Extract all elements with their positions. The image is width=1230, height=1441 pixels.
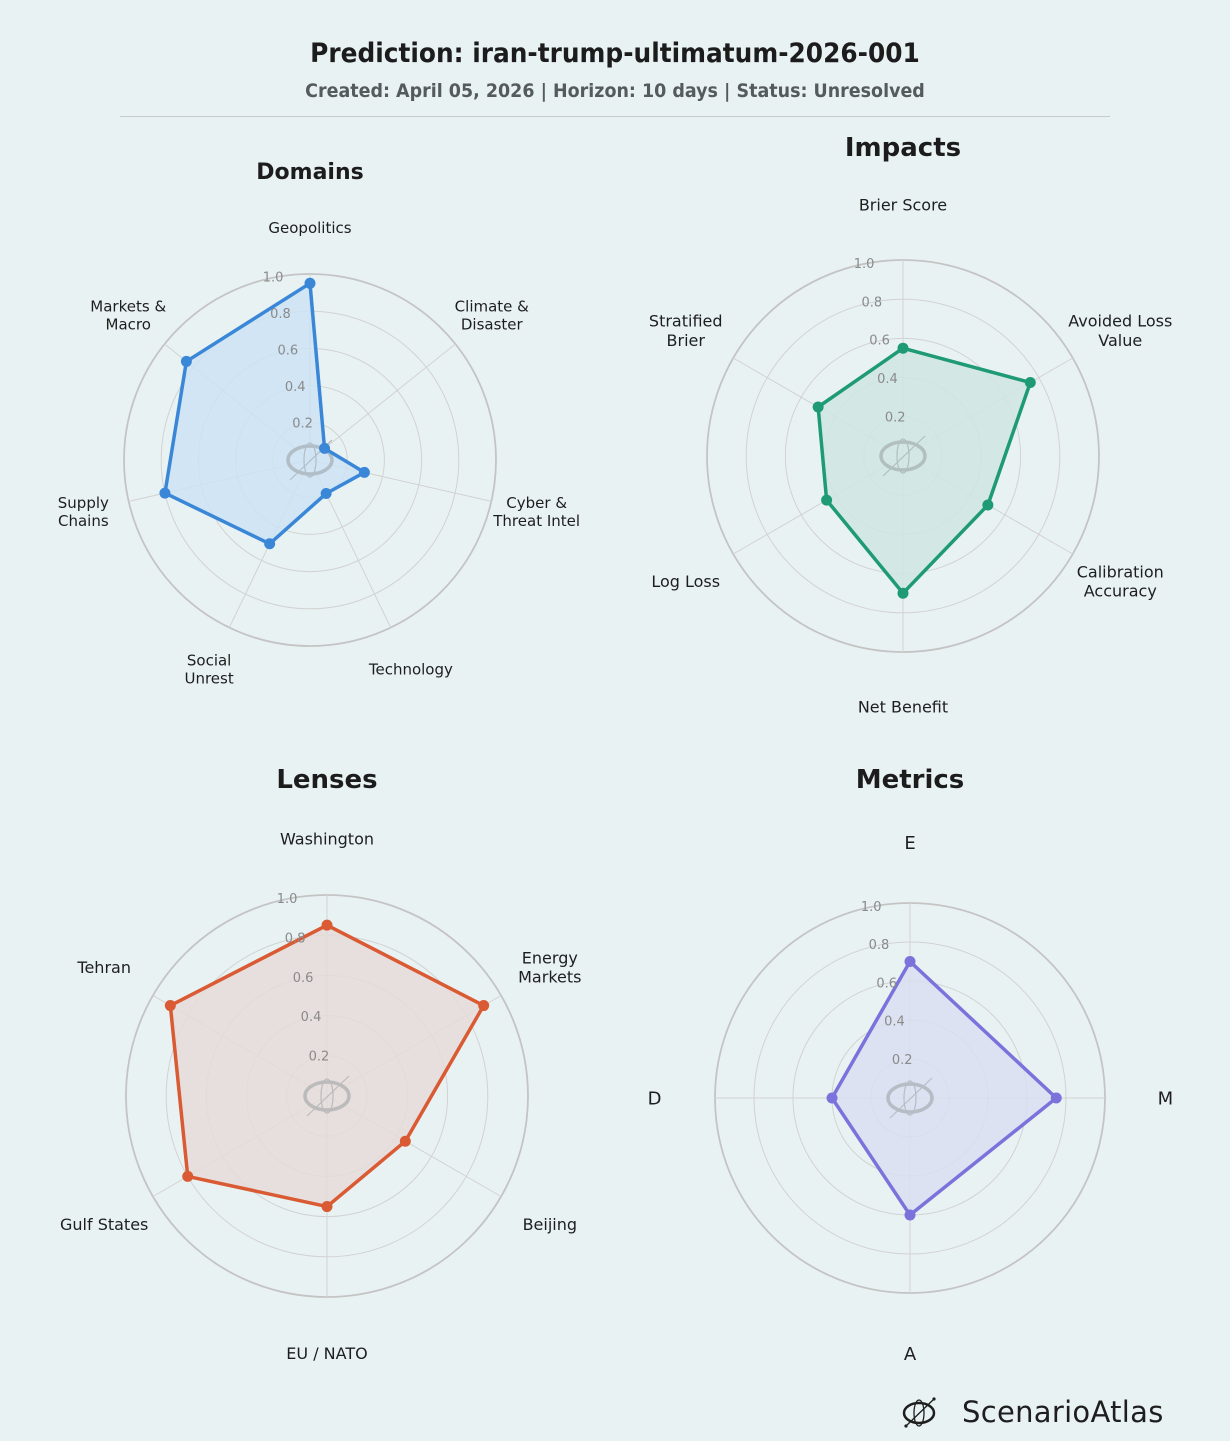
axis-spoke: [309, 343, 456, 461]
series-area: [818, 348, 1031, 594]
axis-label-geopolitics: Geopolitics: [268, 219, 351, 237]
data-point-tehran: [164, 1000, 176, 1012]
tick-label: 1.0: [854, 257, 875, 272]
radar-impacts: Impacts 0.2 0.4 0.6 0.8 1.0 Brier Score Avoided…: [649, 133, 1172, 716]
data-point-log-loss: [821, 494, 833, 506]
data-point-climate-disaster: [319, 442, 331, 454]
data-point-avoided-loss-value: [1024, 377, 1036, 388]
data-point-geopolitics: [304, 277, 316, 289]
tick-label: 1.0: [277, 892, 298, 907]
series-area: [832, 961, 1057, 1215]
axis-label-technology: Technology: [368, 661, 453, 679]
tick-label: 0.8: [862, 295, 883, 310]
radar-domains: Domains 0.2 0.4 0.6 0.8 1.0 Geopolitics Climate…: [58, 160, 580, 688]
tick-label: 0.2: [885, 411, 906, 426]
tick-label: 0.8: [270, 307, 291, 322]
axis-label-calibration-accuracy: Calibration Accuracy: [1077, 562, 1164, 600]
data-point-brier-score: [897, 342, 909, 354]
axis-label-beijing: Beijing: [523, 1215, 577, 1234]
data-point-e: [904, 956, 916, 967]
axis-label-avoided-loss-value: Avoided Loss Value: [1068, 312, 1172, 350]
axis-label-markets-macro: Markets & Macro: [90, 297, 166, 333]
series-line: [163, 281, 367, 546]
tick-label: 0.4: [285, 380, 306, 395]
tick-label: 1.0: [263, 271, 284, 286]
watermark-logo-icon: [286, 439, 334, 481]
watermark-logo-icon: [886, 1077, 934, 1119]
axis-label-supply-chains: Supply Chains: [58, 494, 109, 530]
data-point-eu-nato: [321, 1201, 333, 1213]
data-point-supply-chains: [159, 487, 171, 499]
data-point-washington: [321, 919, 333, 931]
data-point-net-benefit: [897, 587, 909, 599]
axis-label-eu-nato: EU / NATO: [286, 1344, 367, 1363]
axis-label-washington: Washington: [280, 829, 374, 848]
data-point-a: [904, 1209, 916, 1221]
data-point-gulf-states: [182, 1170, 194, 1182]
data-point-energy-markets: [478, 1000, 490, 1012]
axis-label-brier-score: Brier Score: [859, 196, 947, 215]
tick-label: 0.2: [292, 417, 313, 432]
tick-label: 0.4: [884, 1015, 905, 1030]
data-point-social-unrest: [264, 538, 276, 550]
data-point-cyber-threat-intel: [358, 466, 370, 478]
axis-label-d: D: [648, 1088, 662, 1109]
axis-label-log-loss: Log Loss: [651, 572, 720, 591]
axis-label-social-unrest: Social Unrest: [184, 652, 233, 688]
radar-lenses: Lenses 0.2 0.4 0.6 0.8 1.0 Washington Energy Mar…: [60, 765, 581, 1363]
data-point-stratified-brier: [812, 401, 824, 413]
data-point-technology: [320, 488, 332, 500]
data-point-m: [1050, 1092, 1062, 1104]
axis-label-climate-disaster: Climate & Disaster: [455, 297, 529, 333]
tick-label: 0.2: [892, 1053, 913, 1068]
series-area: [170, 925, 484, 1207]
tick-label: 1.0: [861, 900, 882, 915]
data-point-beijing: [399, 1135, 411, 1147]
axis-label-a: A: [904, 1344, 917, 1365]
tick-label: 0.6: [869, 334, 890, 349]
tick-label: 0.4: [301, 1010, 322, 1025]
axis-label-cyber-threat-intel: Cyber & Threat Intel: [492, 494, 580, 530]
brand-footer: ScenarioAtlas: [900, 1392, 1210, 1432]
chart-title: Metrics: [856, 765, 965, 795]
axis-label-m: M: [1158, 1088, 1174, 1109]
tick-label: 0.4: [877, 372, 898, 387]
tick-label: 0.8: [285, 931, 306, 946]
axis-label-gulf-states: Gulf States: [60, 1215, 148, 1234]
data-point-markets-macro: [180, 355, 192, 367]
axis-label-tehran: Tehran: [76, 958, 131, 977]
page-title: Prediction: iran-trump-ultimatum-2026-00…: [310, 38, 920, 69]
axis-label-stratified-brier: Stratified Brier: [649, 312, 723, 350]
tick-label: 0.6: [277, 344, 298, 359]
header-divider: [120, 116, 1110, 117]
tick-label: 0.8: [869, 938, 890, 953]
chart-title: Lenses: [276, 765, 377, 795]
tick-label: 0.6: [293, 971, 314, 986]
watermark-logo-icon: [303, 1075, 351, 1117]
axis-label-e: E: [904, 833, 915, 854]
page-subtitle: Created: April 05, 2026 | Horizon: 10 da…: [305, 80, 925, 102]
scenarioatlas-logo-icon: [902, 1397, 936, 1428]
brand-name: ScenarioAtlas: [962, 1395, 1164, 1429]
chart-title: Impacts: [845, 133, 961, 163]
tick-label: 0.6: [876, 976, 897, 991]
axis-label-energy-markets: Energy Markets: [518, 948, 581, 986]
series-area: [164, 283, 365, 544]
tick-label: 0.2: [309, 1050, 330, 1065]
watermark-logo-icon: [879, 435, 927, 477]
data-point-d: [826, 1092, 838, 1104]
radar-metrics: Metrics 0.2 0.4 0.6 0.8 1.0 E M A D: [648, 765, 1174, 1365]
chart-title: Domains: [256, 160, 363, 185]
data-point-calibration-accuracy: [982, 499, 994, 511]
axis-label-net-benefit: Net Benefit: [858, 697, 948, 716]
